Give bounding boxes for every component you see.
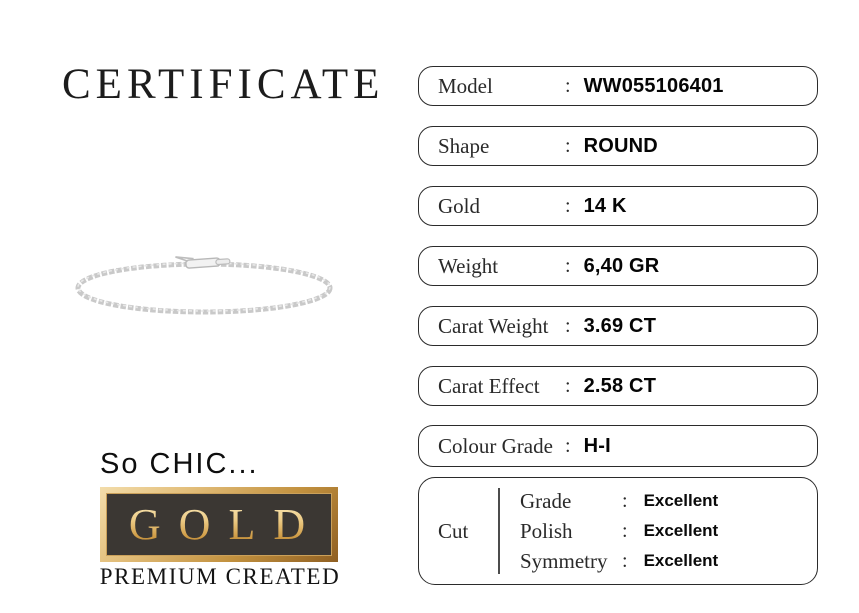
brand-subtext: PREMIUM CREATED	[99, 564, 341, 589]
cut-value: Excellent	[643, 551, 719, 570]
cut-sublabel: Polish	[520, 518, 573, 543]
field-colour-grade: Colour Grade : H-I	[418, 425, 818, 467]
field-shape: Shape : ROUND	[418, 126, 818, 166]
cut-row-polish: Polish : Excellent	[520, 517, 807, 545]
field-colon: :	[565, 254, 571, 277]
field-label: Shape	[438, 133, 490, 158]
field-colon: :	[565, 434, 571, 457]
field-value: 6,40 GR	[583, 254, 660, 277]
field-carat-weight: Carat Weight : 3.69 CT	[418, 306, 818, 346]
brand-logo-text: GOLD	[115, 502, 323, 547]
field-weight: Weight : 6,40 GR	[418, 246, 818, 286]
field-label: Gold	[438, 193, 480, 218]
field-value: 14 K	[583, 194, 627, 217]
field-gold: Gold : 14 K	[418, 186, 818, 226]
cut-colon: :	[622, 549, 628, 572]
cut-value: Excellent	[643, 521, 719, 540]
field-label: Carat Effect	[438, 373, 540, 398]
cut-value: Excellent	[643, 491, 719, 510]
cut-rows: Grade : Excellent Polish : Excellent Sym…	[520, 487, 807, 575]
cut-colon: :	[622, 489, 628, 512]
field-colon: :	[565, 74, 571, 97]
field-model: Model : WW055106401	[418, 66, 818, 106]
field-label: Weight	[438, 253, 499, 278]
cut-sublabel: Symmetry	[520, 548, 608, 573]
field-label: Carat Weight	[438, 313, 549, 338]
cut-row-grade: Grade : Excellent	[520, 487, 807, 515]
field-label: Model	[438, 73, 493, 98]
field-label: Colour Grade	[438, 433, 553, 458]
cut-divider	[498, 488, 500, 574]
field-colon: :	[565, 314, 571, 337]
page-title: CERTIFICATE	[62, 61, 385, 108]
field-colon: :	[565, 134, 571, 157]
field-value: 3.69 CT	[583, 314, 657, 337]
field-carat-effect: Carat Effect : 2.58 CT	[418, 366, 818, 406]
field-value: ROUND	[583, 134, 658, 157]
field-cut-group: Cut Grade : Excellent Polish : Excellent…	[418, 477, 818, 585]
cut-label: Cut	[438, 518, 469, 543]
field-value: H-I	[583, 434, 611, 457]
bracelet-clasp-shape	[175, 256, 231, 269]
cut-row-symmetry: Symmetry : Excellent	[520, 547, 807, 575]
cut-sublabel: Grade	[520, 488, 572, 513]
brand-logo-inner: GOLD	[106, 493, 332, 556]
cut-colon: :	[622, 519, 628, 542]
bracelet-image	[75, 256, 333, 315]
field-colon: :	[565, 194, 571, 217]
field-value: WW055106401	[583, 74, 724, 97]
brand-tagline: So CHIC...	[100, 448, 259, 480]
brand-logo: GOLD	[100, 487, 338, 562]
field-value: 2.58 CT	[583, 374, 657, 397]
field-colon: :	[565, 374, 571, 397]
